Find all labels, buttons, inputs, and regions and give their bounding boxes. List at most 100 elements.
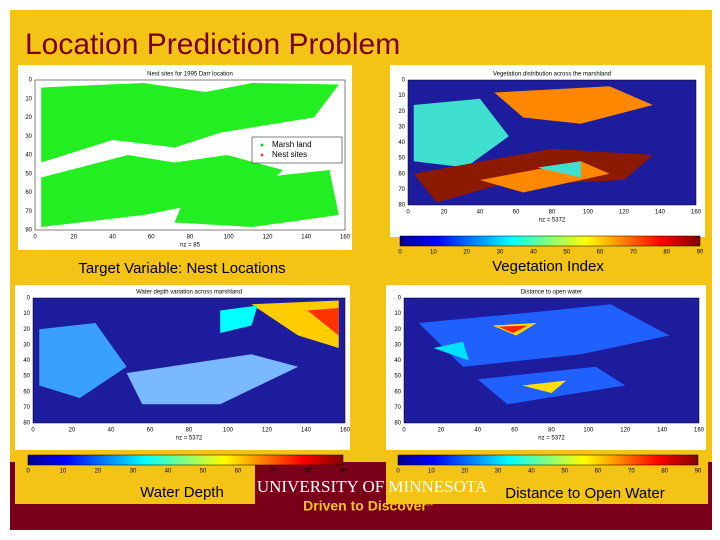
x-tick-label: 0	[406, 210, 410, 216]
colorbar-tick-label: 30	[497, 250, 504, 256]
x-tick-label: 140	[655, 210, 666, 216]
y-tick-label: 0	[402, 78, 406, 84]
y-tick-label: 10	[394, 311, 401, 317]
colorbar-tick-label: 10	[60, 469, 67, 475]
colorbar-tick-label: 70	[628, 469, 635, 475]
colorbar	[27, 454, 344, 466]
colorbar-tick-label: 80	[663, 250, 670, 256]
colorbar-tick-label: 20	[95, 469, 102, 475]
x-tick-label: 100	[223, 428, 234, 434]
logo-name: UNIVERSITY OF MINNESOTA	[257, 477, 488, 496]
plot-region	[498, 325, 528, 333]
x-tick-label: 100	[583, 210, 594, 216]
x-tick-label: 100	[583, 428, 594, 434]
x-tick-label: 120	[262, 428, 273, 434]
plot-region	[39, 323, 127, 398]
plot-region	[41, 83, 339, 163]
plot-title: Water depth variation across marshland	[136, 290, 242, 296]
x-tick-label: 120	[262, 235, 273, 241]
y-tick-label: 30	[25, 134, 32, 140]
y-tick-label: 30	[23, 342, 30, 348]
colorbar-tick-label: 50	[200, 469, 207, 475]
logo-mark: SM	[426, 501, 434, 507]
x-tick-label: 40	[474, 428, 481, 434]
y-tick-label: 60	[25, 190, 32, 196]
y-tick-label: 40	[23, 358, 30, 364]
colorbar-tick-label: 50	[561, 469, 568, 475]
plot-region	[307, 308, 339, 336]
x-tick-label: 100	[224, 235, 235, 241]
colorbar-tick-label: 0	[396, 469, 400, 475]
plot-region	[522, 380, 567, 393]
x-tick-label: 20	[69, 428, 76, 434]
x-tick-label: 120	[619, 210, 630, 216]
panel-caption: Vegetation Index	[492, 258, 604, 275]
y-tick-label: 10	[25, 96, 32, 102]
y-tick-label: 80	[23, 421, 30, 427]
plot-region	[126, 354, 299, 405]
colorbar-tick-label: 10	[430, 250, 437, 256]
x-label: nz = 5372	[176, 436, 203, 442]
y-tick-label: 50	[394, 374, 401, 380]
y-tick-label: 50	[25, 171, 32, 177]
x-tick-label: 80	[186, 428, 193, 434]
colorbar-tick-label: 70	[630, 250, 637, 256]
caption-box	[15, 462, 255, 504]
x-label: nz = 5372	[538, 436, 565, 442]
x-tick-label: 80	[549, 210, 556, 216]
x-tick-label: 0	[31, 428, 35, 434]
caption-box	[386, 462, 708, 504]
plot-region	[537, 161, 581, 178]
colorbar-tick-label: 0	[26, 469, 30, 475]
x-tick-label: 140	[657, 428, 668, 434]
colorbar-tick-label: 20	[461, 469, 468, 475]
colorbar-tick-label: 60	[597, 250, 604, 256]
x-tick-label: 20	[441, 210, 448, 216]
x-tick-label: 160	[694, 428, 705, 434]
colorbar-tick-label: 90	[697, 250, 704, 256]
x-tick-label: 160	[340, 235, 351, 241]
legend-marker	[260, 143, 264, 147]
y-tick-label: 80	[394, 421, 401, 427]
colorbar-tick-label: 80	[661, 469, 668, 475]
y-tick-label: 60	[394, 389, 401, 395]
plot-region	[433, 341, 469, 361]
x-tick-label: 160	[691, 210, 702, 216]
y-tick-label: 60	[398, 171, 405, 177]
x-tick-label: 40	[109, 235, 116, 241]
y-tick-label: 10	[23, 311, 30, 317]
x-tick-label: 20	[438, 428, 445, 434]
colorbar	[399, 235, 701, 247]
y-tick-label: 80	[398, 203, 405, 209]
legend-box	[251, 136, 343, 164]
panel-caption: Target Variable: Nest Locations	[78, 260, 285, 277]
colorbar-tick-label: 40	[530, 250, 537, 256]
colorbar-tick-label: 90	[340, 469, 347, 475]
y-tick-label: 20	[23, 327, 30, 333]
x-tick-label: 80	[548, 428, 555, 434]
colorbar-tick-label: 80	[305, 469, 312, 475]
logo-tagline: Driven to Discover	[303, 498, 427, 514]
y-tick-label: 50	[398, 156, 405, 162]
colorbar-tick-label: 30	[130, 469, 137, 475]
plot-region	[41, 155, 284, 227]
panel-caption: Distance to Open Water	[505, 485, 665, 502]
plot-region	[220, 305, 258, 333]
plot-title: Nest sites for 1995 Darr location	[147, 72, 233, 78]
legend-label: Nest sites	[272, 150, 307, 159]
y-tick-label: 30	[398, 124, 405, 130]
x-tick-label: 20	[70, 235, 77, 241]
colorbar-tick-label: 30	[495, 469, 502, 475]
plot-region	[413, 98, 509, 168]
colorbar-tick-label: 60	[235, 469, 242, 475]
y-tick-label: 70	[23, 405, 30, 411]
panel-caption: Water Depth	[140, 484, 224, 501]
x-tick-label: 0	[33, 235, 37, 241]
y-tick-label: 20	[394, 327, 401, 333]
plot-region	[494, 86, 653, 124]
y-tick-label: 0	[398, 296, 402, 302]
x-tick-label: 60	[513, 210, 520, 216]
y-tick-label: 40	[25, 153, 32, 159]
plot-title: Vegetation distribution across the marsh…	[493, 72, 611, 78]
slide-title: Location Prediction Problem	[25, 28, 400, 61]
